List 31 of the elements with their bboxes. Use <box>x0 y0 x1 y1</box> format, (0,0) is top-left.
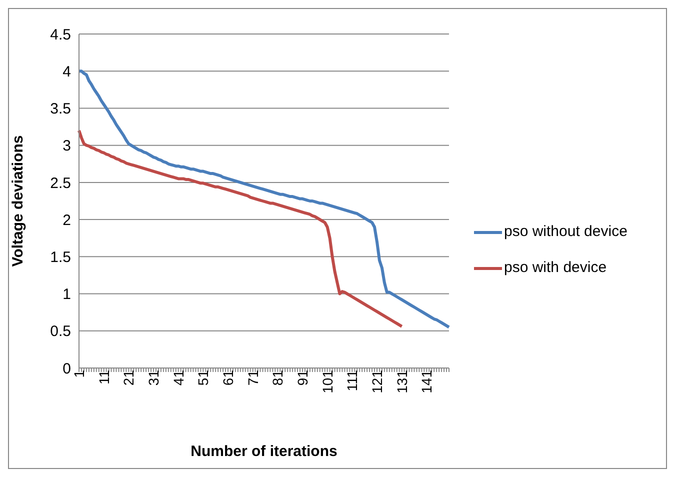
x-tick-label: 61 <box>220 370 236 386</box>
x-tick-label: 1 <box>70 370 87 378</box>
x-tick-label: 21 <box>120 370 137 386</box>
y-tick-label: 4.5 <box>50 26 71 44</box>
x-axis-title: Number of iterations <box>190 443 338 460</box>
x-tick-label: 41 <box>170 370 186 386</box>
legend-label: pso with device <box>504 258 607 278</box>
x-tick-label: 91 <box>294 370 310 386</box>
y-axis-title: Voltage deviations <box>9 135 26 267</box>
y-tick-label: 3 <box>62 138 71 155</box>
x-tick-label: 11 <box>96 370 112 385</box>
x-tick-label: 111 <box>344 370 360 392</box>
x-tick-label: 141 <box>418 370 435 394</box>
y-tick-label: 2.5 <box>50 174 71 192</box>
y-tick-label: 2 <box>62 212 71 229</box>
y-tick-label: 3.5 <box>50 100 71 118</box>
y-tick-label: 1.5 <box>50 248 71 266</box>
x-tick-label: 81 <box>270 370 286 386</box>
line-series <box>78 128 404 328</box>
y-tick-label: 0 <box>62 360 71 378</box>
x-tick-label: 101 <box>319 370 336 394</box>
x-tick-label: 71 <box>244 370 261 386</box>
x-tick-label: 131 <box>394 370 410 394</box>
y-tick-label: 0.5 <box>50 323 71 340</box>
legend-label: pso without device <box>504 222 628 242</box>
line-series <box>78 70 450 329</box>
y-tick-label: 4 <box>62 63 71 80</box>
x-tick-label: 121 <box>368 370 385 394</box>
x-tick-label: 31 <box>145 370 162 386</box>
x-tick-label: 51 <box>195 370 212 386</box>
y-tick-label: 1 <box>62 286 71 304</box>
